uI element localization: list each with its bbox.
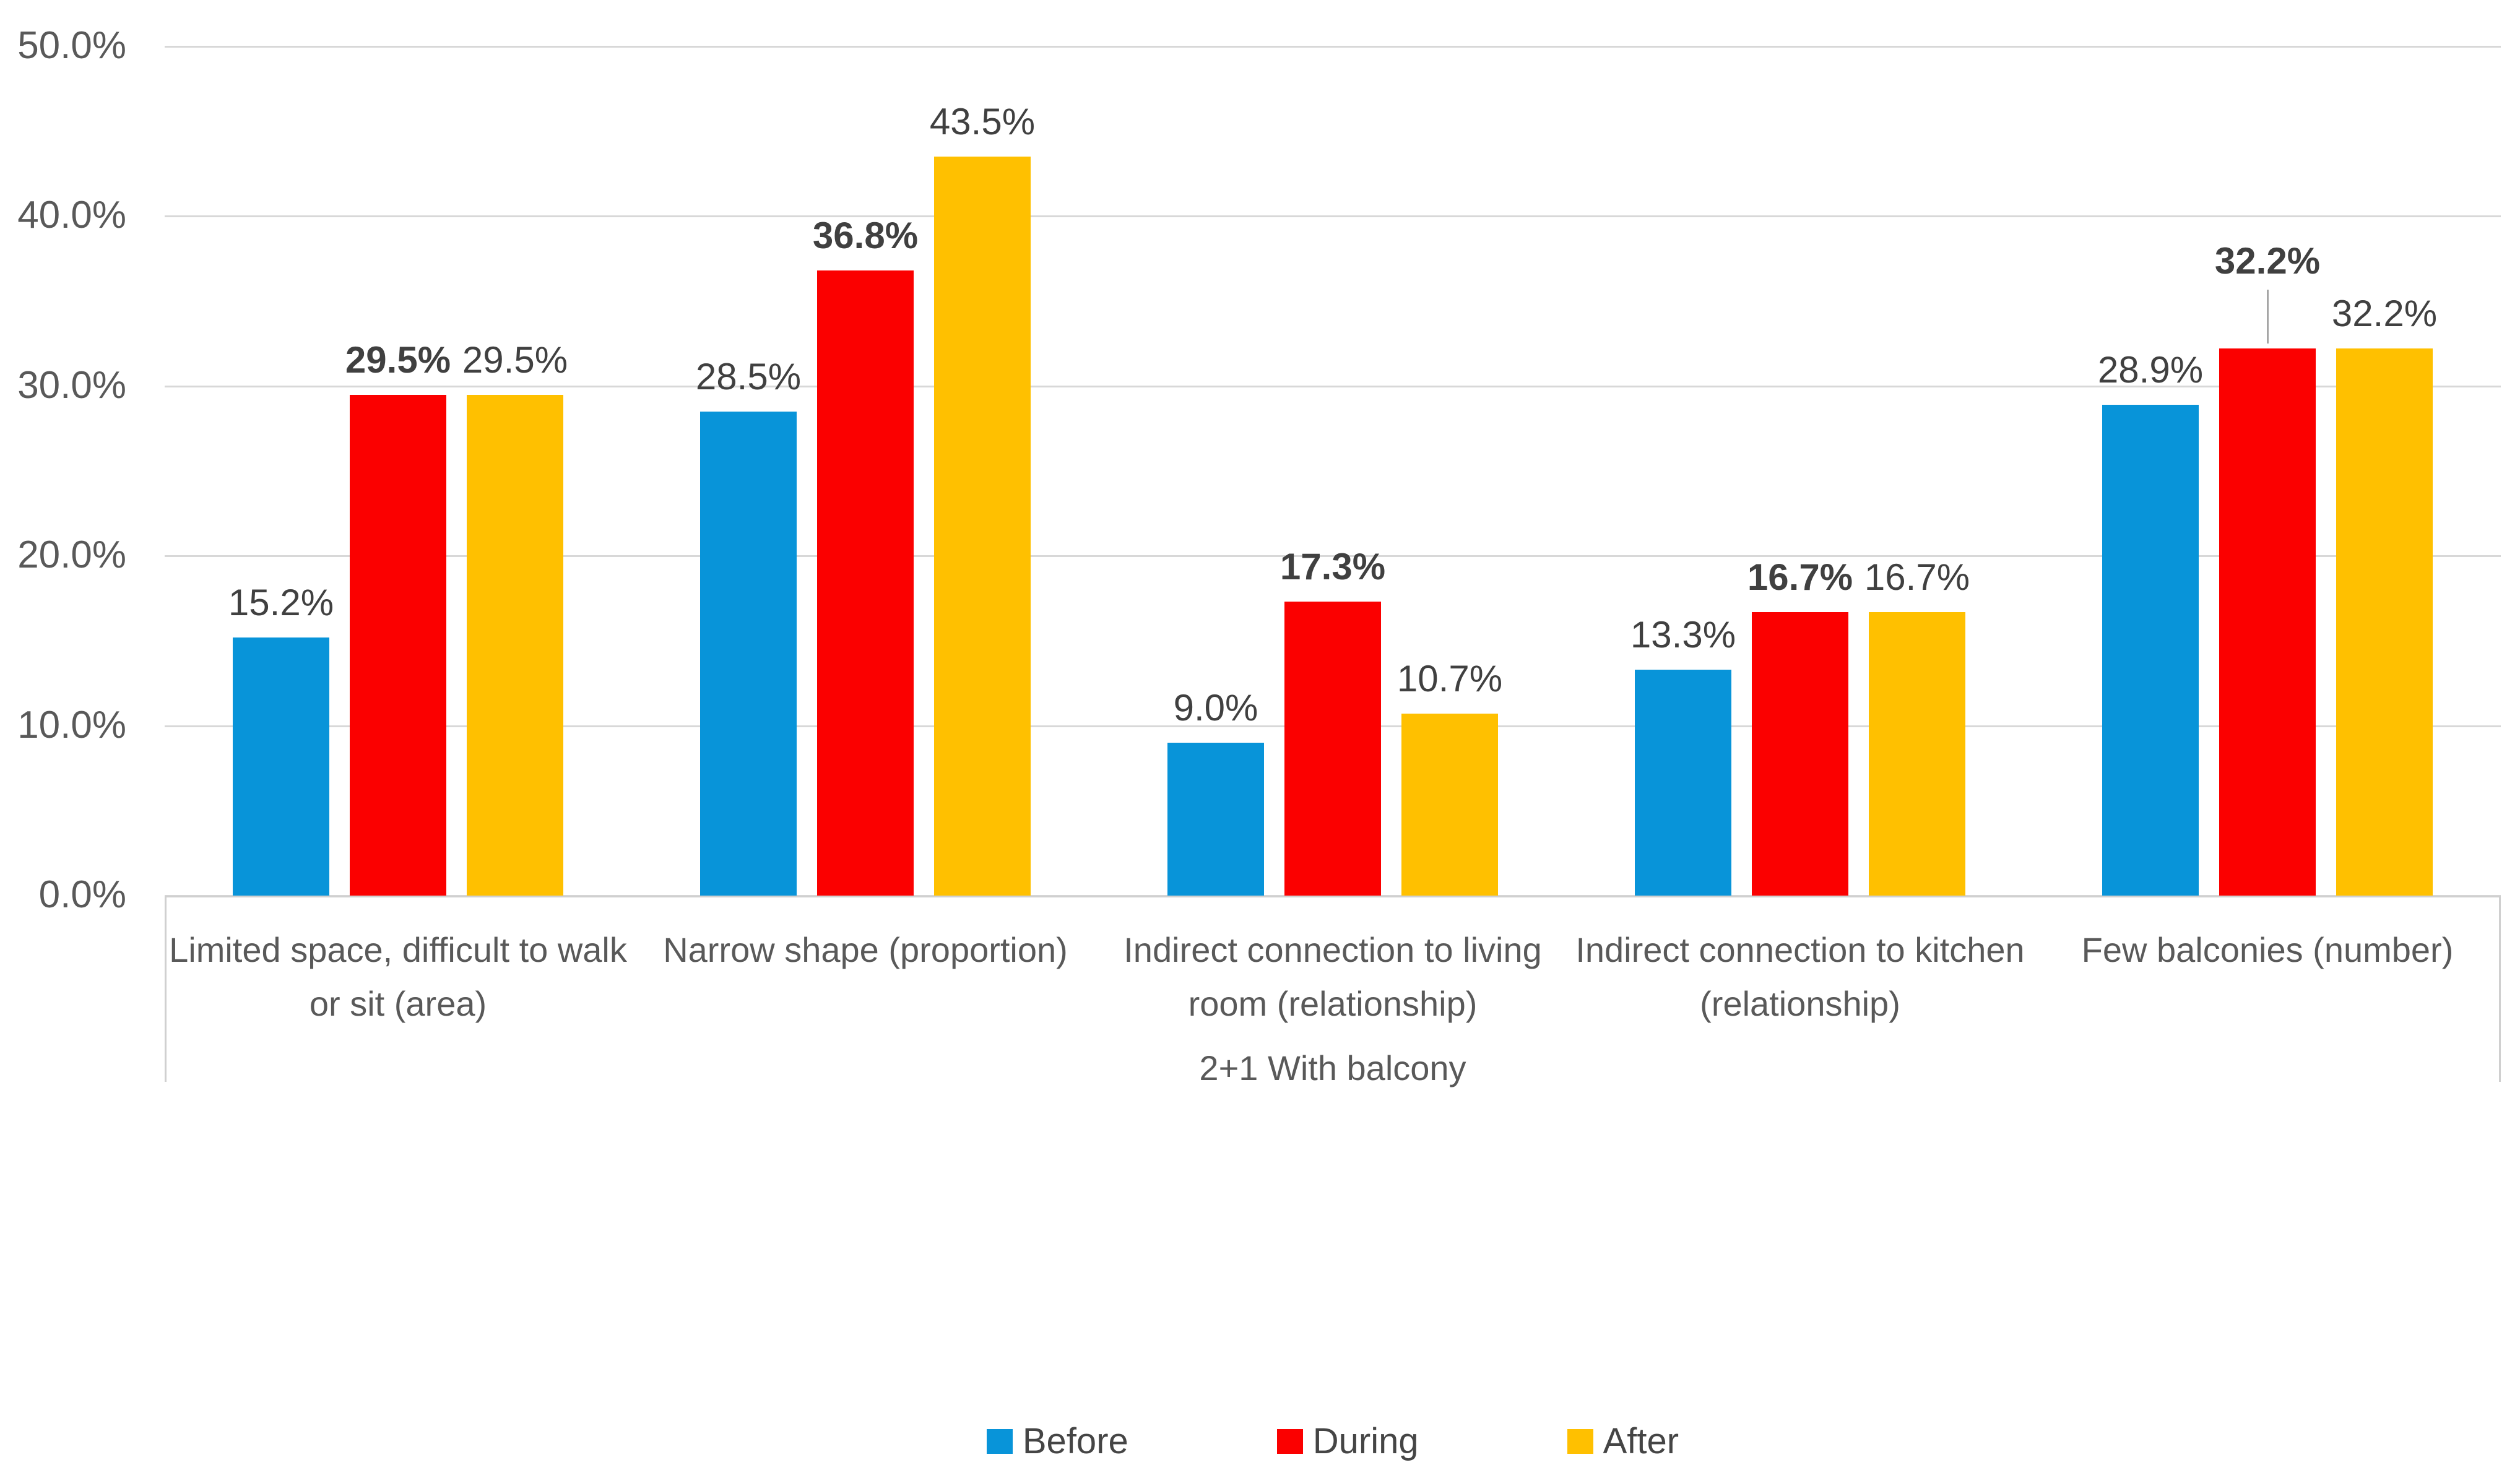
category-label-5: Few balconies (number) (2081, 930, 2454, 969)
bar-during-3 (1284, 602, 1381, 896)
data-label-before-5: 28.9% (2097, 349, 2204, 391)
bar-before-3 (1167, 743, 1264, 896)
legend-label-during: During (1312, 1421, 1419, 1461)
category-label-4: Indirect connection to kitchen (relation… (1575, 930, 2025, 1023)
bar-after-2 (934, 157, 1031, 896)
data-label-leader-line (2267, 290, 2269, 344)
legend-label-before: Before (1022, 1421, 1128, 1461)
category-label-1: Limited space, difficult to walk or sit … (169, 930, 627, 1023)
bar-during-1 (350, 395, 446, 896)
x-axis-line (165, 896, 2501, 897)
legend-item-after: After (1567, 1420, 1679, 1462)
bar-after-4 (1869, 612, 1965, 896)
bar-after-3 (1401, 714, 1498, 896)
y-tick-label: 10.0% (17, 704, 126, 747)
y-tick-label: 0.0% (38, 873, 126, 917)
y-gridline (165, 215, 2501, 217)
bar-after-1 (467, 395, 563, 896)
legend-item-before: Before (986, 1420, 1128, 1462)
category-label-3: Indirect connection to living room (rela… (1124, 930, 1542, 1023)
data-label-after-3: 10.7% (1396, 658, 1503, 699)
data-label-during-3: 17.3% (1279, 546, 1386, 587)
legend-marker-during-icon (1276, 1428, 1303, 1454)
y-gridline (165, 386, 2501, 387)
bar-during-5 (2219, 348, 2316, 896)
bar-before-4 (1635, 670, 1731, 896)
data-label-during-5: 32.2% (2214, 240, 2321, 282)
data-label-after-5: 32.2% (2331, 293, 2438, 334)
bar-before-2 (700, 412, 797, 896)
category-axis-left-border (165, 896, 167, 1082)
y-tick-label: 30.0% (17, 364, 126, 407)
bar-during-2 (817, 270, 914, 896)
data-label-before-2: 28.5% (695, 356, 802, 397)
data-label-before-3: 9.0% (1173, 687, 1258, 728)
bar-before-1 (233, 637, 329, 896)
legend: Before During After (165, 1420, 2501, 1462)
bar-after-5 (2336, 348, 2433, 896)
y-tick-label: 50.0% (17, 24, 126, 67)
legend-label-after: After (1603, 1421, 1679, 1461)
data-label-during-4: 16.7% (1747, 556, 1853, 598)
y-gridline (165, 555, 2501, 557)
bar-during-4 (1752, 612, 1848, 896)
data-label-before-4: 13.3% (1630, 614, 1736, 655)
data-label-during-1: 29.5% (345, 339, 451, 381)
data-label-after-1: 29.5% (462, 339, 568, 381)
category-axis-right-border (2499, 896, 2501, 1082)
legend-item-during: During (1276, 1420, 1419, 1462)
legend-marker-before-icon (986, 1428, 1013, 1454)
y-tick-label: 40.0% (17, 194, 126, 237)
axis-group-label: 2+1 With balcony (1199, 1048, 1466, 1087)
data-label-during-2: 36.8% (812, 215, 919, 256)
y-tick-label: 20.0% (17, 534, 126, 577)
y-gridline (165, 46, 2501, 48)
category-label-2: Narrow shape (proportion) (663, 930, 1068, 969)
data-label-after-4: 16.7% (1864, 556, 1970, 598)
data-label-before-1: 15.2% (228, 582, 334, 623)
bar-before-5 (2102, 405, 2199, 896)
legend-marker-after-icon (1567, 1428, 1593, 1454)
data-label-after-2: 43.5% (929, 101, 1036, 142)
